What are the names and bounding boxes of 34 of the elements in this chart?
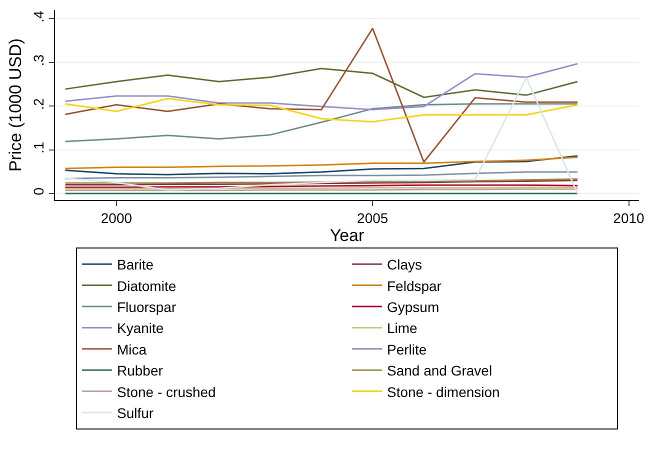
- legend-label: Lime: [387, 320, 418, 336]
- line-series: [64, 155, 578, 176]
- line-series: [64, 76, 578, 194]
- line-series: [64, 62, 578, 110]
- legend-label: Stone - dimension: [387, 384, 500, 400]
- line-series: [64, 28, 578, 163]
- x-tick-label: 2010: [613, 210, 645, 226]
- legend-label: Perlite: [387, 341, 427, 358]
- y-axis-title: Price (1000 USD): [6, 38, 25, 172]
- x-tick-label: 2000: [100, 210, 132, 226]
- line-series: [64, 171, 578, 180]
- line-series: [64, 68, 578, 98]
- y-tick-label: 0: [30, 187, 46, 196]
- y-tick-label: .4: [30, 10, 46, 22]
- line-series: [64, 156, 578, 170]
- legend-label: Feldspar: [387, 278, 442, 294]
- legend-label: Kyanite: [117, 320, 164, 336]
- y-tick-label: .2: [30, 98, 46, 110]
- legend-label: Diatomite: [117, 278, 176, 294]
- line-series: [64, 103, 578, 142]
- x-tick-label: 2005: [357, 210, 388, 226]
- legend-label: Fluorspar: [117, 298, 176, 315]
- x-axis-title: Year: [330, 226, 365, 245]
- legend-label: Rubber: [117, 362, 164, 379]
- legend-label: Gypsum: [387, 298, 440, 315]
- line-series: [64, 98, 578, 123]
- legend-label: Clays: [387, 256, 422, 273]
- legend-label: Sand and Gravel: [387, 362, 492, 379]
- legend-label: Sulfur: [117, 404, 154, 421]
- legend-label: Stone - crushed: [117, 384, 216, 400]
- legend-label: Barite: [117, 256, 154, 273]
- y-tick-label: .3: [30, 54, 46, 66]
- legend-label: Mica: [117, 341, 147, 358]
- y-tick-label: .1: [30, 142, 46, 154]
